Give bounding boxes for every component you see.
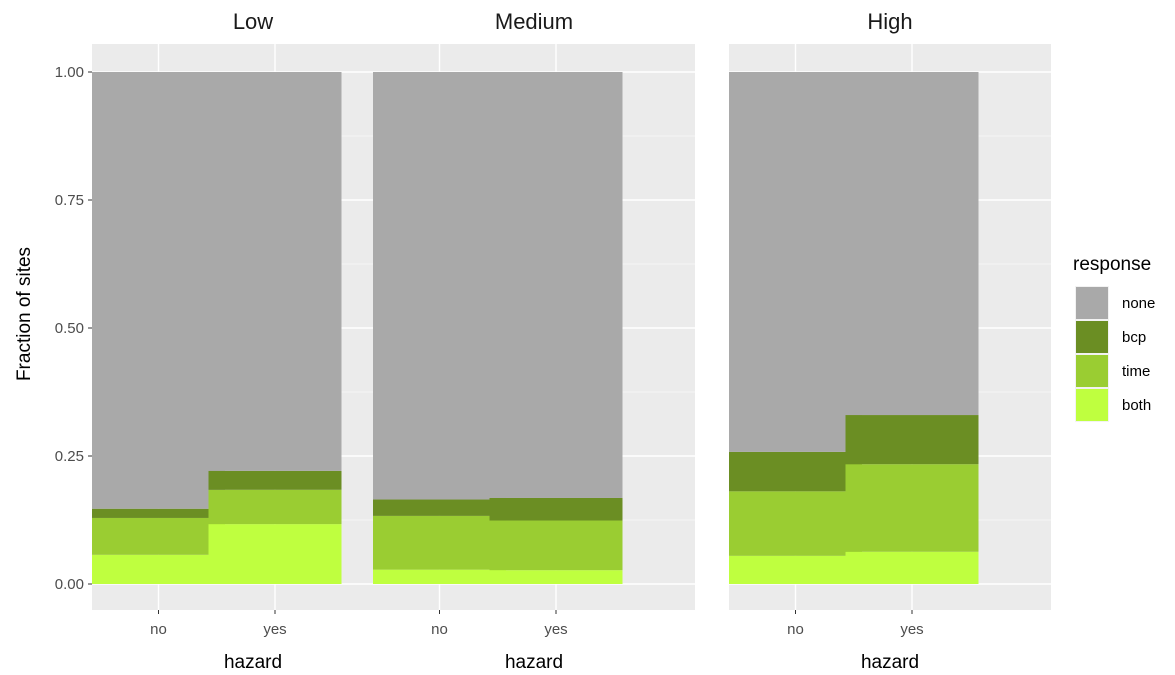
bar-low-no-time	[92, 517, 225, 555]
y-tick-label: 0.75	[55, 192, 84, 209]
bar-medium-no-bcp	[373, 499, 506, 516]
bar-high-yes-none	[845, 72, 979, 416]
bar-high-yes-bcp	[845, 415, 979, 465]
legend-title: response	[1073, 254, 1151, 275]
bar-high-yes-time	[845, 464, 979, 552]
x-tick-label: yes	[900, 621, 923, 638]
legend-label-both: both	[1122, 397, 1151, 414]
legend-swatch-both	[1076, 389, 1108, 421]
bar-low-no-both	[92, 554, 225, 584]
legend-swatch-bcp	[1076, 321, 1108, 353]
x-axis-title: hazard	[861, 652, 919, 673]
x-tick-label: yes	[544, 621, 567, 638]
legend-label-bcp: bcp	[1122, 329, 1146, 346]
facet-panel-low: no yes Low hazard	[92, 9, 414, 673]
facet-title: Low	[233, 9, 273, 34]
y-tick-label: 0.00	[55, 576, 84, 593]
x-tick-label: no	[787, 621, 804, 638]
legend-label-none: none	[1122, 295, 1155, 312]
bar-low-no-bcp	[92, 508, 225, 518]
bar-medium-yes-both	[489, 570, 623, 584]
bar-medium-no-both	[373, 569, 506, 584]
bar-low-yes-bcp	[208, 470, 342, 490]
bar-low-yes-time	[208, 489, 342, 525]
x-axis-title: hazard	[224, 652, 282, 673]
bar-medium-yes-none	[489, 72, 623, 498]
legend: response none bcp time both	[1073, 254, 1155, 422]
y-tick-label: 0.50	[55, 320, 84, 337]
x-axis-title: hazard	[505, 652, 563, 673]
legend-swatch-none	[1076, 287, 1108, 319]
y-tick-label: 0.25	[55, 448, 84, 465]
bar-high-yes-both	[845, 551, 979, 584]
bar-medium-yes-time	[489, 520, 623, 571]
bar-medium-no-time	[373, 515, 506, 570]
bar-high-no-none	[729, 72, 862, 452]
bar-medium-no-none	[373, 72, 506, 500]
bar-medium-yes-bcp	[489, 497, 623, 521]
y-axis: 0.00 0.25 0.50 0.75 1.00	[55, 64, 92, 593]
facet-panels: no yes Low hazard no yes Medium hazard no yes High…	[92, 9, 1051, 673]
y-tick-label: 1.00	[55, 64, 84, 81]
x-tick-label: no	[150, 621, 167, 638]
bar-low-no-none	[92, 72, 225, 509]
facet-title: High	[867, 9, 912, 34]
x-tick-label: yes	[263, 621, 286, 638]
bar-high-no-bcp	[729, 451, 862, 492]
bar-high-no-both	[729, 555, 862, 584]
bar-low-yes-both	[208, 524, 342, 584]
legend-label-time: time	[1122, 363, 1150, 380]
facet-panel-high: no yes High hazard	[729, 9, 1051, 673]
y-axis-title: Fraction of sites	[14, 247, 35, 381]
x-tick-label: no	[431, 621, 448, 638]
legend-swatch-time	[1076, 355, 1108, 387]
facet-panel-medium: no yes Medium hazard	[373, 9, 695, 673]
facet-title: Medium	[495, 9, 573, 34]
bar-low-yes-none	[208, 72, 342, 471]
bar-high-no-time	[729, 491, 862, 556]
